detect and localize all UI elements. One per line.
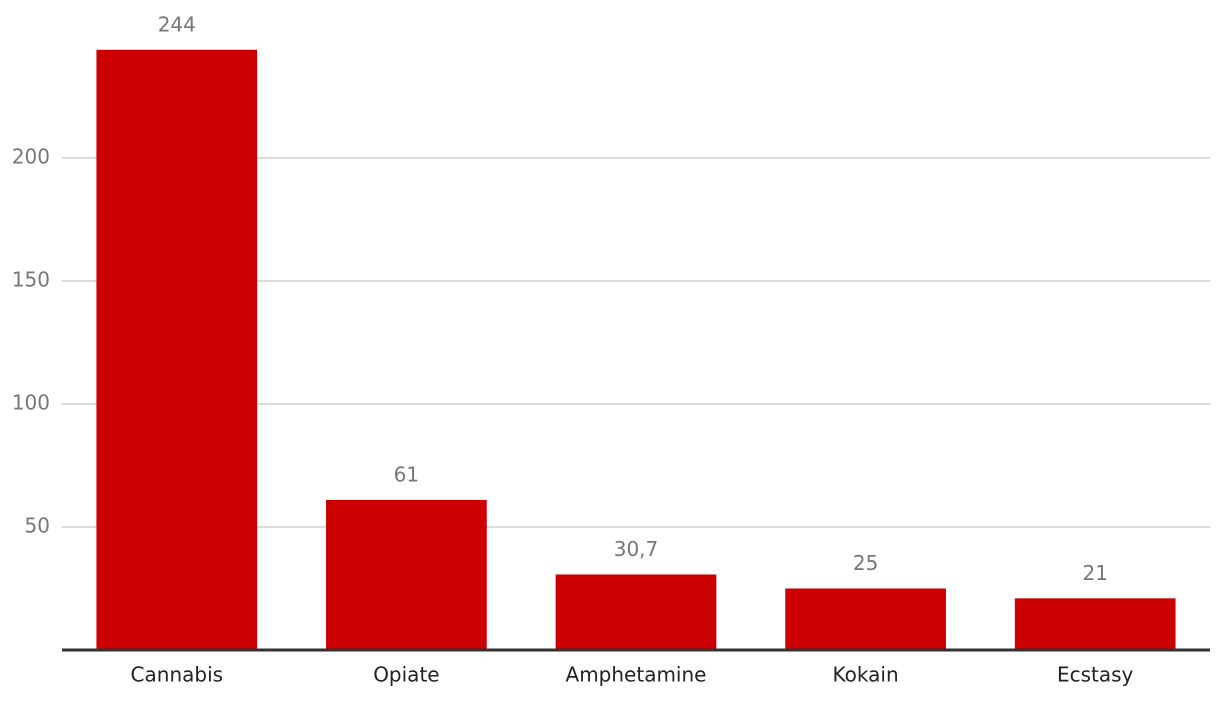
x-tick-label: Ecstasy [1057, 663, 1134, 687]
x-tick-label: Cannabis [131, 663, 224, 687]
y-tick-label: 150 [12, 268, 50, 292]
x-tick-label: Kokain [833, 663, 899, 687]
value-label: 30,7 [614, 537, 659, 561]
y-tick-label: 200 [12, 145, 50, 169]
x-tick-label: Opiate [373, 663, 439, 687]
y-tick-label: 100 [12, 391, 50, 415]
bar [555, 574, 717, 650]
bar [785, 588, 946, 650]
bar [96, 49, 258, 650]
bar [326, 499, 487, 650]
value-label: 244 [158, 12, 196, 36]
value-label: 21 [1082, 561, 1107, 585]
y-tick-label: 50 [25, 514, 50, 538]
bar [1014, 598, 1176, 650]
x-tick-label: Amphetamine [566, 663, 707, 687]
value-label: 25 [853, 551, 878, 575]
value-label: 61 [394, 462, 419, 486]
